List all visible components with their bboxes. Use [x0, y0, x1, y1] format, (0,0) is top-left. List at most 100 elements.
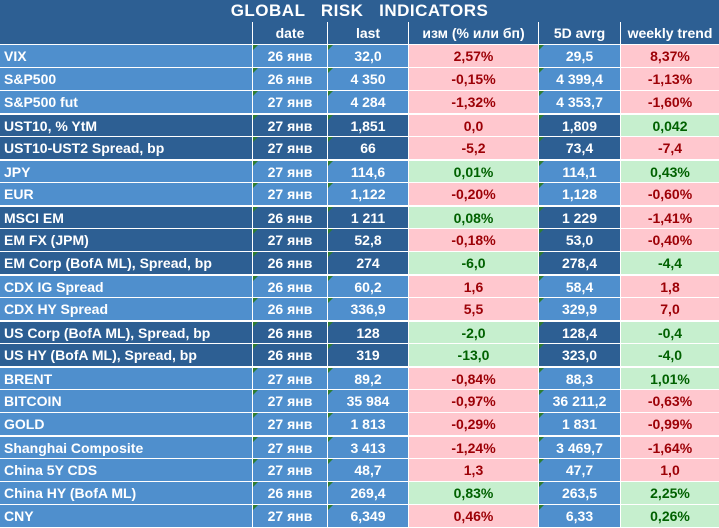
change-cell: -0,18%	[409, 229, 539, 252]
weekly-trend-cell: -4,4	[621, 252, 719, 275]
table-row: JPY 27 янв 114,6 0,01% 114,1 0,43%	[0, 160, 719, 183]
last-value-cell: 128	[328, 321, 409, 344]
last-value-cell: 274	[328, 252, 409, 275]
last-value-cell: 66	[328, 137, 409, 160]
date-cell: 27 янв	[253, 459, 328, 482]
change-cell: -0,29%	[409, 413, 539, 436]
indicator-name: Shanghai Composite	[0, 436, 253, 459]
weekly-trend-cell: -0,4	[621, 321, 719, 344]
weekly-trend-cell: -0,60%	[621, 183, 719, 206]
header-5d-avg: 5D avrg	[539, 22, 621, 45]
table-row: CNY 27 янв 6,349 0,46% 6,33 0,26%	[0, 505, 719, 528]
last-value-cell: 89,2	[328, 367, 409, 390]
last-value-cell: 1 813	[328, 413, 409, 436]
last-value-cell: 60,2	[328, 275, 409, 298]
last-value-cell: 35 984	[328, 390, 409, 413]
last-value-cell: 1 211	[328, 206, 409, 229]
change-cell: -0,97%	[409, 390, 539, 413]
indicator-name: S&P500 fut	[0, 91, 253, 114]
header-weekly-trend: weekly trend	[621, 22, 719, 45]
change-cell: 0,83%	[409, 482, 539, 505]
weekly-trend-cell: 7,0	[621, 298, 719, 321]
weekly-trend-cell: -0,63%	[621, 390, 719, 413]
date-cell: 26 янв	[253, 321, 328, 344]
header-name	[0, 22, 253, 45]
indicator-name: China 5Y CDS	[0, 459, 253, 482]
five-day-avg-cell: 47,7	[539, 459, 621, 482]
indicator-name: UST10, % YtM	[0, 114, 253, 137]
date-cell: 27 янв	[253, 137, 328, 160]
change-cell: 0,0	[409, 114, 539, 137]
five-day-avg-cell: 278,4	[539, 252, 621, 275]
date-cell: 26 янв	[253, 344, 328, 367]
date-cell: 26 янв	[253, 68, 328, 91]
indicator-name: JPY	[0, 160, 253, 183]
date-cell: 27 янв	[253, 91, 328, 114]
indicator-name: MSCI EM	[0, 206, 253, 229]
table-row: S&P500 fut 27 янв 4 284 -1,32% 4 353,7 -1,60%	[0, 91, 719, 114]
table-row: VIX 26 янв 32,0 2,57% 29,5 8,37%	[0, 45, 719, 68]
table-row: EUR 27 янв 1,122 -0,20% 1,128 -0,60%	[0, 183, 719, 206]
table-row: GOLD 27 янв 1 813 -0,29% 1 831 -0,99%	[0, 413, 719, 436]
date-cell: 26 янв	[253, 45, 328, 68]
last-value-cell: 32,0	[328, 45, 409, 68]
change-cell: 5,5	[409, 298, 539, 321]
weekly-trend-cell: -1,64%	[621, 436, 719, 459]
table-row: China HY (BofA ML) 26 янв 269,4 0,83% 263,5 2…	[0, 482, 719, 505]
weekly-trend-cell: -0,99%	[621, 413, 719, 436]
date-cell: 27 янв	[253, 367, 328, 390]
last-value-cell: 3 413	[328, 436, 409, 459]
date-cell: 27 янв	[253, 505, 328, 528]
weekly-trend-cell: -1,41%	[621, 206, 719, 229]
change-cell: -0,84%	[409, 367, 539, 390]
weekly-trend-cell: -1,13%	[621, 68, 719, 91]
header-row: date last изм (% или бп) 5D avrg weekly …	[0, 22, 719, 45]
weekly-trend-cell: -0,40%	[621, 229, 719, 252]
date-cell: 26 янв	[253, 206, 328, 229]
five-day-avg-cell: 88,3	[539, 367, 621, 390]
five-day-avg-cell: 36 211,2	[539, 390, 621, 413]
five-day-avg-cell: 329,9	[539, 298, 621, 321]
five-day-avg-cell: 323,0	[539, 344, 621, 367]
five-day-avg-cell: 6,33	[539, 505, 621, 528]
date-cell: 27 янв	[253, 114, 328, 137]
table-row: UST10-UST2 Spread, bp 27 янв 66 -5,2 73,4 -7,…	[0, 137, 719, 160]
table-row: Shanghai Composite 27 янв 3 413 -1,24% 3 469…	[0, 436, 719, 459]
five-day-avg-cell: 1,128	[539, 183, 621, 206]
last-value-cell: 336,9	[328, 298, 409, 321]
five-day-avg-cell: 4 353,7	[539, 91, 621, 114]
indicator-name: UST10-UST2 Spread, bp	[0, 137, 253, 160]
last-value-cell: 269,4	[328, 482, 409, 505]
table-title: GLOBAL RISK INDICATORS	[0, 0, 719, 22]
change-cell: -2,0	[409, 321, 539, 344]
weekly-trend-cell: 1,8	[621, 275, 719, 298]
indicator-name: VIX	[0, 45, 253, 68]
table-row: CDX HY Spread 26 янв 336,9 5,5 329,9 7,0	[0, 298, 719, 321]
last-value-cell: 319	[328, 344, 409, 367]
indicator-name: GOLD	[0, 413, 253, 436]
five-day-avg-cell: 3 469,7	[539, 436, 621, 459]
weekly-trend-cell: 0,26%	[621, 505, 719, 528]
five-day-avg-cell: 1 229	[539, 206, 621, 229]
five-day-avg-cell: 58,4	[539, 275, 621, 298]
indicator-name: S&P500	[0, 68, 253, 91]
table-row: CDX IG Spread 26 янв 60,2 1,6 58,4 1,8	[0, 275, 719, 298]
indicator-name: US HY (BofA ML), Spread, bp	[0, 344, 253, 367]
last-value-cell: 1,122	[328, 183, 409, 206]
weekly-trend-cell: 0,43%	[621, 160, 719, 183]
change-cell: -0,15%	[409, 68, 539, 91]
five-day-avg-cell: 53,0	[539, 229, 621, 252]
change-cell: 0,08%	[409, 206, 539, 229]
five-day-avg-cell: 1 831	[539, 413, 621, 436]
date-cell: 27 янв	[253, 183, 328, 206]
indicator-name: CDX HY Spread	[0, 298, 253, 321]
date-cell: 27 янв	[253, 229, 328, 252]
table-row: S&P500 26 янв 4 350 -0,15% 4 399,4 -1,13%	[0, 68, 719, 91]
indicator-name: EM FX (JPM)	[0, 229, 253, 252]
date-cell: 27 янв	[253, 390, 328, 413]
indicator-name: US Corp (BofA ML), Spread, bp	[0, 321, 253, 344]
table-row: UST10, % YtM 27 янв 1,851 0,0 1,809 0,042	[0, 114, 719, 137]
five-day-avg-cell: 29,5	[539, 45, 621, 68]
table-row: MSCI EM 26 янв 1 211 0,08% 1 229 -1,41%	[0, 206, 719, 229]
table-row: EM Corp (BofA ML), Spread, bp 26 янв 274 -6…	[0, 252, 719, 275]
